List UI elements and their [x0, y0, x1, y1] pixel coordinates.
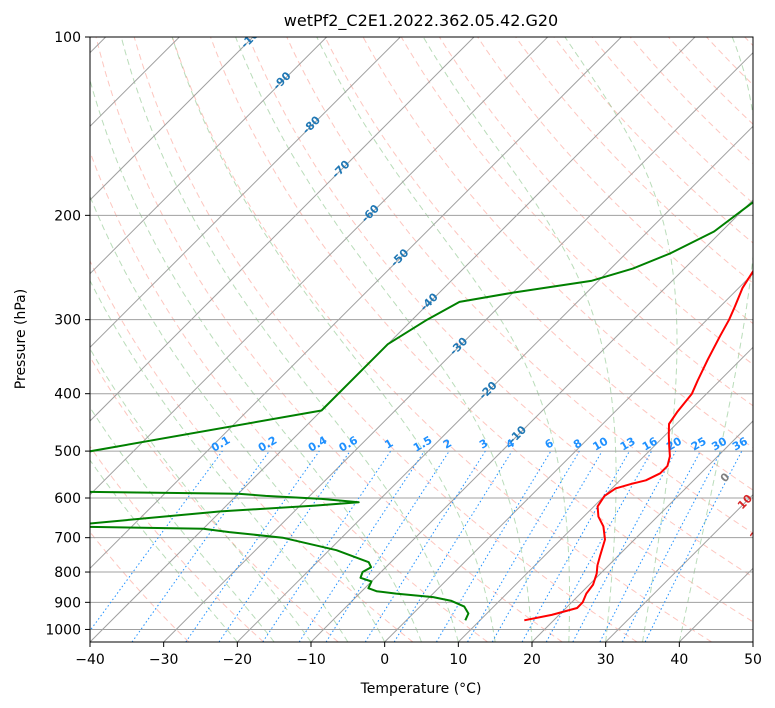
x-tick-label: 50 [744, 652, 762, 668]
isotherm-line [90, 37, 549, 496]
moist-adiabat-line [235, 37, 533, 642]
plot-frame [89, 36, 754, 643]
dry-adiabat-line [95, 37, 563, 642]
moist-adiabat-line [678, 37, 753, 642]
temperature-trace [524, 269, 753, 622]
moist-adiabat-line [171, 37, 496, 642]
x-tick-label: 30 [597, 652, 615, 668]
x-tick-label: −10 [296, 652, 326, 668]
isotherm-line [457, 346, 753, 642]
dry-adiabat-line [90, 259, 414, 642]
moist-adiabat-line [316, 37, 571, 642]
y-tick-label: 400 [54, 387, 81, 403]
dry-adiabat-line [90, 445, 264, 642]
moist-adiabat-line [90, 459, 238, 642]
x-tick-label: 10 [449, 652, 467, 668]
isotherm-line [236, 125, 753, 642]
dry-adiabat-label: 20 [748, 523, 768, 543]
plot-background [90, 37, 753, 642]
moist-adiabat-line [90, 195, 386, 642]
y-axis-title: Pressure (hPa) [13, 289, 29, 389]
isotherm-line [90, 37, 254, 201]
isotherm-line [90, 37, 475, 422]
y-tick-label: 600 [54, 491, 81, 507]
mixing-ratio-line [545, 450, 653, 642]
x-axis-title: Temperature (°C) [360, 681, 482, 697]
x-tick-label: 20 [523, 652, 541, 668]
chart-title: wetPf2_C2E1.2022.362.05.42.G20 [284, 11, 558, 31]
moist-adiabat-line [90, 78, 422, 642]
moist-adiabat-line [564, 37, 678, 642]
y-tick-label: 500 [54, 444, 81, 460]
dry-adiabat-line [515, 37, 753, 284]
isotherm-line [531, 420, 753, 642]
mixing-ratio-line [131, 450, 270, 642]
y-tick-label: 900 [54, 595, 81, 611]
isotherm-line [163, 51, 753, 642]
x-tick-label: −20 [223, 652, 253, 668]
dry-adiabat-line [286, 37, 753, 534]
isotherm-line [752, 641, 753, 642]
y-tick-label: 800 [54, 565, 81, 581]
dry-adiabat-line [210, 37, 753, 623]
dry-adiabat-line [171, 37, 712, 642]
moist-adiabat-line [90, 406, 275, 642]
y-tick-label: 300 [54, 313, 81, 329]
mixing-ratio-line [262, 450, 392, 642]
y-tick-label: 200 [54, 208, 81, 224]
mixing-ratio-line [325, 450, 450, 642]
mixing-ratio-line [572, 450, 677, 642]
isotherm-line [90, 37, 401, 349]
isotherm-line [605, 493, 753, 642]
mixing-ratio-line [521, 450, 630, 642]
y-tick-label: 700 [54, 531, 81, 547]
isotherm-line [90, 37, 622, 570]
isotherm-line [90, 37, 696, 642]
moist-adiabat-line [422, 37, 617, 642]
x-tick-label: −30 [149, 652, 179, 668]
isotherm-line [384, 272, 753, 642]
isotherm-line [90, 37, 328, 275]
dry-adiabat-label: 30 [762, 553, 775, 573]
dry-adiabat-line [324, 37, 753, 491]
x-tick-label: −40 [75, 652, 105, 668]
x-tick-label: 40 [670, 652, 688, 668]
mixing-ratio-line [298, 450, 425, 642]
isotherm-line [310, 199, 753, 642]
y-tick-label: 100 [54, 30, 81, 46]
dewpoint-trace [90, 201, 753, 621]
x-tick-label: 0 [380, 652, 389, 668]
y-tick-label: 1000 [45, 622, 81, 638]
mixing-ratio-line [393, 450, 513, 642]
mixing-ratio-line [90, 450, 223, 632]
mixing-ratio-line [218, 450, 351, 642]
mixing-ratio-line [644, 450, 743, 642]
dry-adiabat-line [90, 356, 339, 642]
dry-adiabat-line [133, 37, 638, 642]
mixing-ratio-line [185, 450, 320, 642]
